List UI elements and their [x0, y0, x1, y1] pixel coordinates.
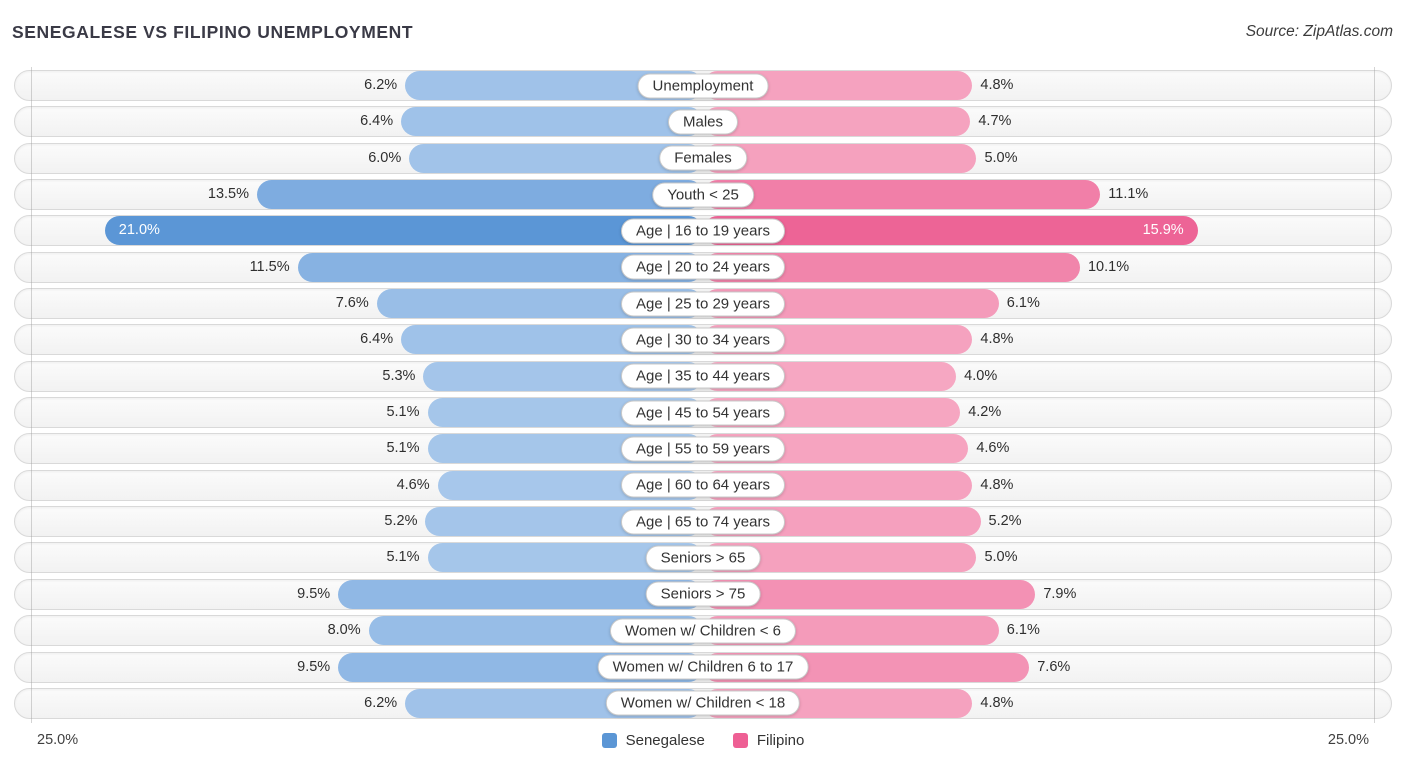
value-label-right: 4.8% — [980, 694, 1014, 711]
chart-row: 5.1% 5.0% Seniors > 65 — [14, 542, 1392, 574]
category-label-pill: Age | 55 to 59 years — [621, 436, 785, 462]
value-label-right: 6.1% — [1006, 295, 1040, 312]
value-label-right: 6.1% — [1006, 622, 1040, 639]
value-label-right: 4.6% — [976, 440, 1010, 457]
source-attribution: Source: ZipAtlas.com — [1245, 23, 1393, 40]
senegalese-bar — [409, 143, 703, 173]
category-label-pill: Age | 25 to 29 years — [621, 291, 785, 317]
value-label-right: 5.0% — [984, 149, 1018, 166]
value-label-left: 5.1% — [386, 404, 420, 421]
category-label-pill: Seniors > 65 — [645, 545, 761, 571]
value-label-right: 5.2% — [988, 513, 1022, 530]
value-label-left: 5.1% — [386, 549, 420, 566]
chart-row: 13.5% 11.1% Youth < 25 — [14, 179, 1392, 211]
value-label-right: 7.6% — [1037, 658, 1071, 675]
value-label-right: 11.1% — [1108, 186, 1149, 203]
filipino-bar — [703, 107, 971, 137]
value-label-left: 4.6% — [396, 476, 430, 493]
chart-row: 11.5% 10.1% Age | 20 to 24 years — [14, 251, 1392, 283]
category-label-pill: Women w/ Children < 6 — [609, 618, 797, 644]
value-label-left: 9.5% — [297, 585, 331, 602]
value-label-right: 4.0% — [964, 367, 998, 384]
value-label-right: 4.8% — [980, 331, 1014, 348]
category-label-pill: Women w/ Children 6 to 17 — [597, 654, 809, 680]
chart-row: 6.4% 4.7% Males — [14, 106, 1392, 138]
chart: 6.2% 4.8% Unemployment 6.4% 4.7% Males 6.0% 5.0… — [14, 70, 1392, 719]
legend-item-filipino: Filipino — [732, 732, 805, 749]
chart-row: 5.1% 4.6% Age | 55 to 59 years — [14, 433, 1392, 465]
senegalese-bar: 21.0% — [104, 216, 703, 246]
legend: Senegalese Filipino — [0, 732, 1406, 749]
chart-row: 6.0% 5.0% Females — [14, 142, 1392, 174]
value-label-right: 4.8% — [980, 77, 1014, 93]
filipino-bar: 15.9% — [703, 216, 1198, 246]
value-label-inside: 21.0% — [118, 222, 160, 239]
axis-label-right: 25.0% — [1327, 732, 1369, 748]
value-label-left: 6.2% — [364, 694, 398, 711]
value-label-left: 6.4% — [360, 331, 394, 348]
value-label-left: 5.3% — [382, 367, 416, 384]
category-label-pill: Age | 30 to 34 years — [621, 327, 785, 353]
chart-row: 8.0% 6.1% Women w/ Children < 6 — [14, 615, 1392, 647]
value-label-right: 7.9% — [1043, 585, 1077, 602]
filipino-bar — [703, 143, 977, 173]
category-label-pill: Males — [667, 109, 739, 135]
legend-swatch-senegalese — [601, 733, 617, 748]
senegalese-bar — [401, 107, 703, 137]
legend-swatch-filipino — [732, 733, 748, 748]
senegalese-bar — [338, 579, 703, 609]
category-label-pill: Unemployment — [637, 73, 769, 98]
legend-label: Filipino — [756, 732, 805, 749]
gridline-left — [31, 67, 32, 723]
value-label-right: 4.7% — [978, 113, 1012, 130]
value-label-left: 8.0% — [327, 622, 361, 639]
chart-row: 4.6% 4.8% Age | 60 to 64 years — [14, 469, 1392, 501]
category-label-pill: Age | 35 to 44 years — [621, 363, 785, 389]
category-label-pill: Age | 20 to 24 years — [621, 254, 785, 280]
category-label-pill: Age | 45 to 54 years — [621, 400, 785, 426]
filipino-bar — [703, 180, 1101, 210]
chart-row: 21.0% 15.9% Age | 16 to 19 years — [14, 215, 1392, 247]
value-label-left: 7.6% — [335, 295, 369, 312]
legend-item-senegalese: Senegalese — [601, 732, 705, 749]
value-label-left: 5.2% — [384, 513, 418, 530]
category-label-pill: Age | 65 to 74 years — [621, 509, 785, 535]
value-label-left: 6.2% — [364, 77, 398, 93]
page-title: SENEGALESE VS FILIPINO UNEMPLOYMENT — [12, 22, 414, 42]
gridline-right — [1374, 67, 1375, 723]
value-label-left: 11.5% — [249, 258, 290, 275]
value-label-right: 4.8% — [980, 476, 1014, 493]
category-label-pill: Women w/ Children < 18 — [605, 690, 801, 716]
chart-row: 5.1% 4.2% Age | 45 to 54 years — [14, 397, 1392, 429]
value-label-left: 13.5% — [207, 186, 250, 203]
value-label-inside: 15.9% — [1142, 222, 1184, 239]
axis-label-left: 25.0% — [37, 732, 79, 748]
value-label-left: 6.0% — [368, 149, 402, 166]
category-label-pill: Females — [659, 145, 747, 171]
chart-row: 6.2% 4.8% Women w/ Children < 18 — [14, 687, 1392, 719]
chart-row: 6.4% 4.8% Age | 30 to 34 years — [14, 324, 1392, 356]
value-label-left: 5.1% — [386, 440, 420, 457]
chart-row: 5.2% 5.2% Age | 65 to 74 years — [14, 506, 1392, 538]
chart-row: 7.6% 6.1% Age | 25 to 29 years — [14, 288, 1392, 320]
chart-row: 9.5% 7.9% Seniors > 75 — [14, 578, 1392, 610]
category-label-pill: Youth < 25 — [652, 182, 754, 208]
chart-row: 9.5% 7.6% Women w/ Children 6 to 17 — [14, 651, 1392, 683]
category-label-pill: Age | 16 to 19 years — [621, 218, 785, 244]
category-label-pill: Seniors > 75 — [645, 581, 761, 607]
value-label-left: 6.4% — [360, 113, 394, 130]
chart-row: 6.2% 4.8% Unemployment — [14, 70, 1392, 101]
category-label-pill: Age | 60 to 64 years — [621, 472, 785, 498]
senegalese-bar — [257, 180, 703, 210]
chart-row: 5.3% 4.0% Age | 35 to 44 years — [14, 360, 1392, 392]
value-label-left: 9.5% — [297, 658, 331, 675]
legend-label: Senegalese — [625, 732, 705, 749]
value-label-right: 5.0% — [984, 549, 1018, 566]
value-label-right: 10.1% — [1087, 258, 1130, 275]
value-label-right: 4.2% — [968, 404, 1002, 421]
